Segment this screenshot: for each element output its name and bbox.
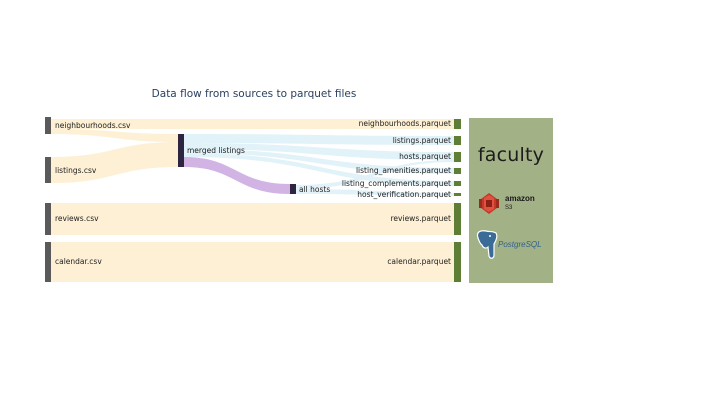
- label-hosts-parquet: hosts.parquet: [399, 152, 451, 161]
- node-reviews-parquet: [454, 203, 461, 235]
- node-neighbourhoods-parquet: [454, 119, 461, 129]
- label-neighbourhoods-csv: neighbourhoods.csv: [55, 121, 131, 130]
- diagram-title: Data flow from sources to parquet files: [152, 88, 357, 100]
- postgresql-logo-text: PostgreSQL: [498, 240, 542, 249]
- node-host-verification-parquet: [454, 193, 461, 196]
- s3-logo-text: S3: [505, 205, 513, 211]
- label-reviews-parquet: reviews.parquet: [391, 214, 452, 223]
- node-hosts-parquet: [454, 152, 461, 162]
- link-all-hosts-to-verification-parquet: [296, 189, 454, 196]
- node-listing-amenities-parquet: [454, 168, 461, 174]
- link-calendar-csv-to-parquet: [51, 242, 454, 282]
- node-neighbourhoods-csv: [45, 117, 51, 134]
- label-merged-listings: merged listings: [187, 146, 245, 155]
- faculty-logo: faculty: [478, 144, 544, 166]
- node-reviews-csv: [45, 203, 51, 235]
- link-merged-to-complements-parquet: [184, 153, 454, 186]
- link-neighbourhoods-csv-to-parquet: [51, 119, 454, 129]
- links: [51, 119, 454, 282]
- link-merged-to-listings-parquet: [184, 134, 454, 145]
- label-listing-amenities-parquet: listing_amenities.parquet: [356, 166, 451, 175]
- link-all-hosts-to-hosts-parquet: [296, 160, 454, 189]
- node-listings-csv: [45, 157, 51, 183]
- label-all-hosts: all hosts: [299, 185, 330, 194]
- node-labels: neighbourhoods.csv listings.csv reviews.…: [55, 119, 451, 266]
- logo-panel: faculty amazon S3 PostgreSQL: [469, 118, 553, 283]
- postgresql-elephant-icon: [476, 230, 498, 259]
- link-merged-to-all-hosts: [184, 157, 290, 194]
- nodes: [45, 117, 461, 282]
- node-listings-parquet: [454, 136, 461, 145]
- link-merged-to-hosts-parquet: [184, 143, 454, 160]
- label-reviews-csv: reviews.csv: [55, 214, 99, 223]
- label-listings-csv: listings.csv: [55, 166, 97, 175]
- label-calendar-parquet: calendar.parquet: [387, 257, 451, 266]
- link-neighbourhoods-csv-to-merged: [51, 129, 178, 142]
- label-host-verification-parquet: host_verification.parquet: [357, 190, 451, 199]
- amazon-s3-icon: [479, 193, 499, 214]
- node-merged-listings: [178, 134, 184, 167]
- amazon-logo-text: amazon: [505, 194, 535, 203]
- label-listing-complements-parquet: listing_complements.parquet: [342, 179, 451, 188]
- label-calendar-csv: calendar.csv: [55, 257, 102, 266]
- node-all-hosts: [290, 184, 296, 194]
- label-neighbourhoods-parquet: neighbourhoods.parquet: [359, 119, 451, 128]
- link-listings-csv-to-merged: [51, 142, 178, 183]
- node-calendar-csv: [45, 242, 51, 282]
- link-reviews-csv-to-parquet: [51, 203, 454, 235]
- link-merged-to-amenities-parquet: [184, 149, 454, 174]
- node-listing-complements-parquet: [454, 181, 461, 186]
- node-calendar-parquet: [454, 242, 461, 282]
- label-listings-parquet: listings.parquet: [393, 136, 451, 145]
